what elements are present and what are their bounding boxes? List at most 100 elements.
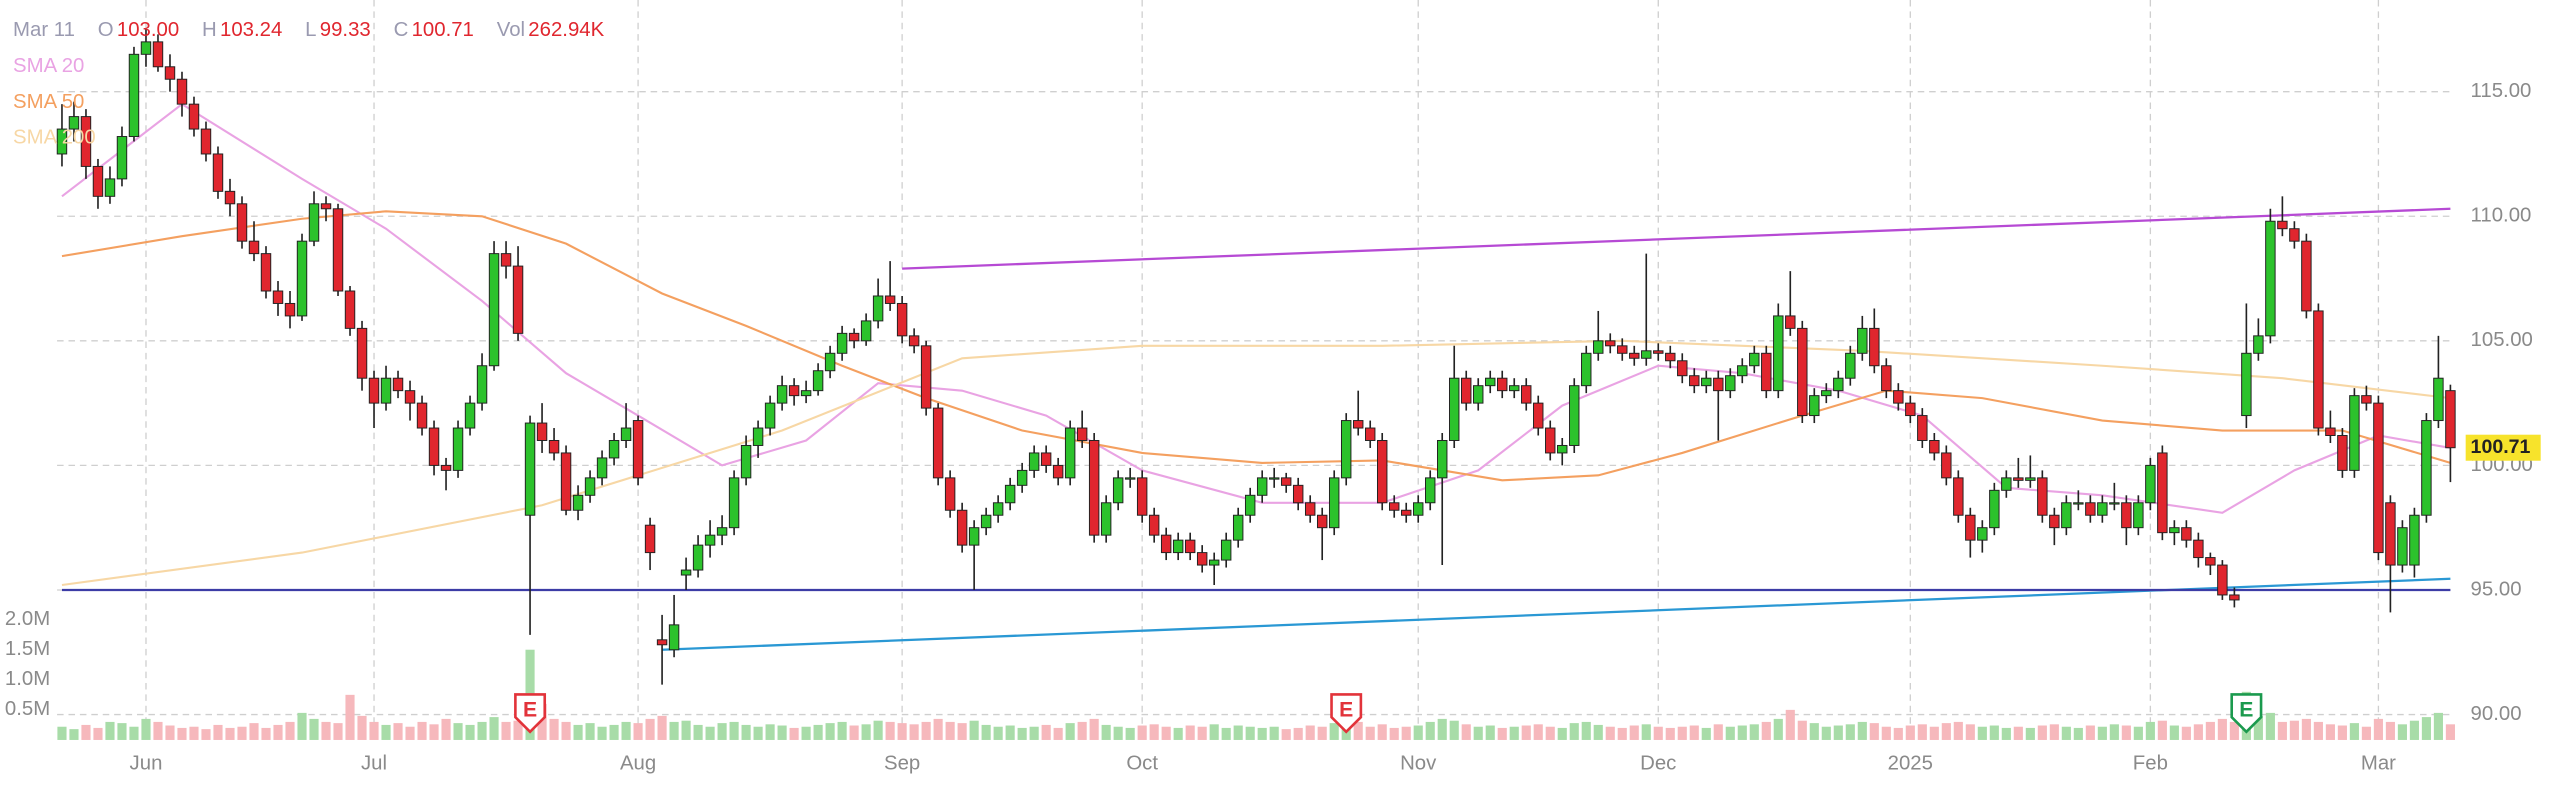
candle-body: [2241, 352, 2252, 417]
volume-bar: [2217, 718, 2227, 740]
volume-bar: [1317, 726, 1327, 740]
volume-bar: [741, 724, 751, 740]
candle-body: [1641, 350, 1652, 359]
candle-body: [932, 407, 944, 479]
candle-body: [2325, 427, 2336, 436]
volume-bar: [1845, 724, 1855, 740]
candle-body: [380, 377, 392, 404]
volume-bar: [321, 721, 331, 740]
moving-averages: [61, 102, 2451, 587]
x-tick-label: Dec: [1640, 753, 1676, 775]
candle-body: [524, 422, 536, 516]
candle-body: [1521, 385, 1532, 404]
candle-body: [116, 136, 128, 180]
candle-body: [2109, 502, 2120, 505]
volume-bar: [609, 724, 619, 740]
x-tick-label: Sep: [884, 753, 920, 775]
volume-bar: [1185, 725, 1195, 740]
candle-body: [2253, 335, 2264, 354]
volume-bar: [2049, 724, 2059, 740]
ohlc-legend: Mar 11 O 103.00 H 103.24 L 99.33 C 100.71 Vol 262.…: [13, 19, 605, 41]
sma-line: [61, 102, 2451, 514]
volume-bar: [141, 718, 151, 740]
volume-bar: [1809, 723, 1819, 740]
candle-body: [56, 128, 68, 155]
candle-body: [536, 422, 548, 441]
volume-bar: [2001, 727, 2011, 740]
volume-bar: [81, 724, 91, 740]
volume-bar: [2013, 726, 2023, 740]
candle-body: [908, 335, 920, 347]
volume-bar: [1329, 723, 1339, 740]
volume-bar: [897, 723, 907, 740]
candle-body: [860, 320, 872, 342]
candle-body: [1461, 377, 1472, 404]
candle-body: [728, 477, 740, 529]
volume-bar: [1113, 726, 1123, 740]
volume-bar: [645, 718, 655, 740]
candle-body: [1617, 345, 1628, 354]
candle-body: [584, 477, 596, 496]
volume-bar: [2193, 724, 2203, 740]
volume-bar: [2121, 725, 2131, 740]
volume-bar: [441, 718, 451, 740]
volume-bar: [849, 725, 859, 740]
volume-bar: [1869, 723, 1879, 740]
x-tick-label: 2025: [1888, 753, 1933, 775]
candle-body: [1136, 477, 1148, 516]
volume-bar: [1089, 718, 1099, 740]
volume-bar: [1677, 726, 1687, 740]
candle-body: [1581, 352, 1592, 387]
candle-body: [2289, 228, 2300, 242]
volume-bar: [1125, 727, 1135, 740]
volume-bar: [933, 718, 943, 740]
candle-body: [824, 352, 836, 372]
volume-bar: [1521, 725, 1531, 740]
volume-tick-label: 1.5M: [5, 638, 50, 660]
candle-body: [2181, 527, 2192, 541]
volume-bar: [1269, 726, 1279, 740]
volume-bar: [2109, 724, 2119, 740]
candle-body: [740, 444, 752, 479]
volume-bar: [1545, 726, 1555, 740]
volume-bar: [1893, 727, 1903, 740]
volume-bar: [1965, 724, 1975, 740]
volume-tick-label: 2.0M: [5, 608, 50, 630]
volume-bar: [1221, 727, 1231, 740]
volume-bar: [129, 726, 139, 740]
candle-body: [656, 639, 668, 646]
candle-body: [164, 66, 176, 80]
candle-body: [1100, 502, 1112, 536]
volume-bar: [177, 727, 187, 740]
volume-bar: [2085, 725, 2095, 740]
candle-body: [848, 332, 860, 342]
volume-bar: [2385, 721, 2395, 740]
volume-bar: [2097, 726, 2107, 740]
volume-bar: [633, 723, 643, 740]
volume-bar: [1425, 721, 1435, 740]
volume-bar: [2397, 724, 2407, 740]
trendline: [902, 207, 2451, 270]
volume-bar: [273, 724, 283, 740]
volume-bar: [1617, 727, 1627, 740]
event-label: E: [523, 698, 537, 721]
legend-key: Vol: [497, 19, 525, 41]
candle-body: [500, 253, 512, 267]
volume-bar: [1917, 724, 1927, 740]
volume-bar: [2253, 715, 2263, 740]
volume-bar: [2301, 718, 2311, 740]
candle-body: [68, 116, 80, 130]
volume-bar: [1725, 726, 1735, 740]
volume-bar: [981, 724, 991, 740]
candle-body: [1076, 427, 1088, 441]
candle-body: [788, 385, 800, 397]
candle-body: [1569, 385, 1580, 446]
candle-body: [1340, 420, 1352, 479]
volume-bar: [1281, 729, 1291, 740]
candle-body: [668, 624, 680, 651]
candle-body: [1016, 469, 1028, 486]
volume-bar: [2361, 726, 2371, 740]
candle-body: [248, 240, 260, 255]
